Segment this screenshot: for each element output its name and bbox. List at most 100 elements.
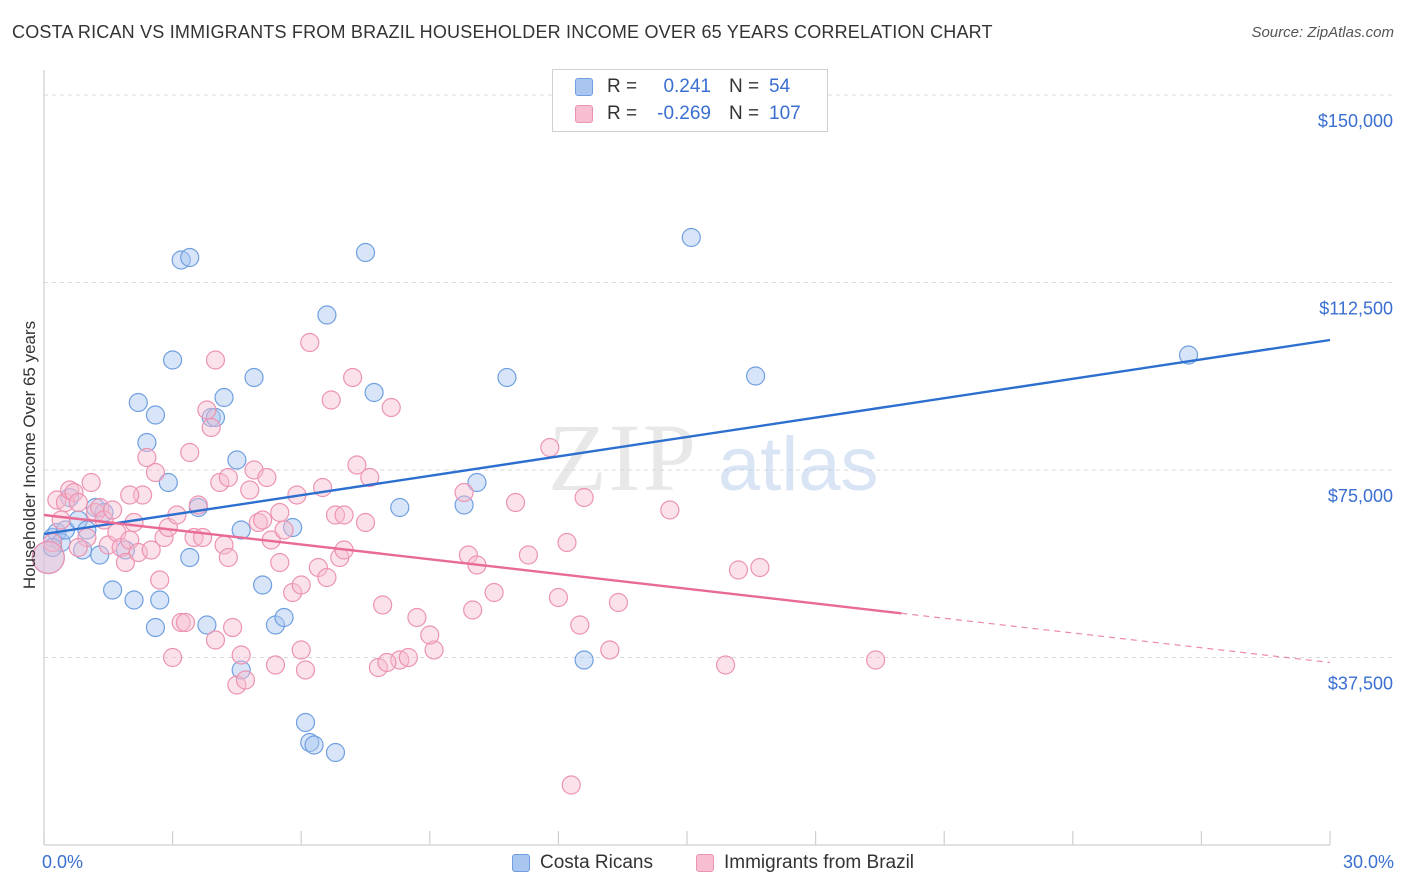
data-point [321, 390, 341, 410]
legend-r-label: R = [607, 103, 638, 124]
data-point [304, 735, 324, 755]
legend-label: Costa Ricans [540, 852, 653, 873]
data-point [223, 617, 243, 638]
legend-row-costa-ricans: R = 0.241 N = 54 [575, 76, 790, 98]
data-point [505, 492, 526, 513]
data-point [561, 775, 581, 795]
data-point [274, 520, 294, 540]
legend-swatch-blue [512, 854, 530, 872]
legend-r-label: R = [607, 76, 638, 97]
legend-swatch-pink [696, 854, 714, 872]
data-point [463, 600, 483, 620]
chart-title: COSTA RICAN VS IMMIGRANTS FROM BRAZIL HO… [12, 22, 993, 42]
data-point [390, 497, 410, 518]
bottom-legend-costa-ricans: Costa Ricans [512, 852, 653, 874]
y-tick-labels: $37,500 $75,000 $112,500 $150,000 [1318, 111, 1393, 694]
data-point [600, 640, 620, 660]
watermark-atlas: atlas [718, 422, 879, 507]
data-point [231, 645, 251, 665]
legend-n-value: 54 [769, 76, 791, 97]
data-point [145, 617, 166, 638]
data-point [180, 442, 200, 463]
data-point [750, 557, 770, 578]
data-point [454, 482, 474, 503]
data-point [102, 580, 123, 600]
data-point [715, 655, 736, 675]
data-point [150, 570, 170, 590]
y-tick-label: $37,500 [1328, 674, 1393, 694]
data-point [163, 350, 183, 370]
watermark: ZIP atlas [548, 404, 879, 511]
legend-n-label: N = [729, 103, 760, 124]
data-point [227, 450, 247, 470]
x-tick-left: 0.0% [42, 852, 84, 872]
legend-r-value: 0.241 [663, 76, 711, 97]
x-tick-right: 30.0% [1342, 852, 1394, 872]
trend-lines [43, 338, 1331, 664]
data-point [231, 520, 251, 540]
y-axis-label: Householder Income Over 65 years [20, 320, 39, 590]
data-point [253, 510, 273, 530]
legend-label: Immigrants from Brazil [724, 852, 915, 873]
legend-n-label: N = [729, 76, 760, 97]
bottom-legend-brazil: Immigrants from Brazil [696, 852, 914, 874]
data-point [745, 366, 766, 386]
data-point [866, 650, 886, 670]
data-point [420, 625, 440, 645]
source-label: Source: ZipAtlas.com [1251, 24, 1394, 41]
data-point [128, 392, 148, 413]
data-point [570, 615, 590, 635]
data-point [51, 510, 71, 530]
data-point [158, 472, 178, 493]
data-point [295, 660, 316, 680]
data-point [317, 567, 337, 588]
data-point [355, 242, 376, 263]
data-point [325, 742, 346, 763]
data-point [317, 305, 337, 325]
data-point [398, 647, 418, 668]
legend-row-brazil: R = -0.269 N = 107 [575, 103, 801, 125]
data-point [68, 492, 88, 513]
watermark-zip: ZIP [548, 404, 698, 511]
data-point [291, 640, 311, 660]
data-point [145, 462, 166, 483]
data-point [124, 590, 144, 610]
data-point [31, 540, 65, 575]
data-point [235, 670, 256, 690]
data-point [180, 547, 200, 568]
data-point [295, 712, 316, 733]
data-point [574, 650, 594, 670]
data-point [291, 575, 311, 595]
data-point [64, 482, 84, 503]
data-point [150, 590, 170, 610]
data-point [660, 500, 680, 520]
data-point [347, 455, 367, 475]
data-point [364, 382, 384, 403]
data-point [137, 447, 157, 468]
data-point [257, 467, 277, 488]
trend-line [43, 513, 902, 615]
data-point [300, 332, 320, 353]
data-point [240, 480, 260, 500]
data-point [355, 512, 376, 533]
data-point [193, 527, 213, 548]
data-point [102, 500, 123, 520]
correlation-legend: R = 0.241 N = 54 R = -0.269 N = 107 [552, 69, 828, 132]
data-point [334, 505, 354, 525]
data-point [270, 552, 290, 573]
data-point [557, 532, 577, 553]
data-point [518, 545, 538, 565]
legend-swatch-pink [575, 105, 593, 123]
data-point [467, 472, 487, 493]
data-point [197, 400, 217, 420]
legend-swatch-blue [575, 78, 593, 96]
data-point [274, 607, 294, 628]
data-point [343, 367, 363, 388]
data-point [381, 397, 401, 418]
data-point [360, 467, 380, 488]
data-point [214, 387, 234, 408]
y-tick-label: $75,000 [1328, 486, 1393, 506]
data-point [115, 552, 136, 573]
y-tick-label: $150,000 [1318, 111, 1393, 131]
